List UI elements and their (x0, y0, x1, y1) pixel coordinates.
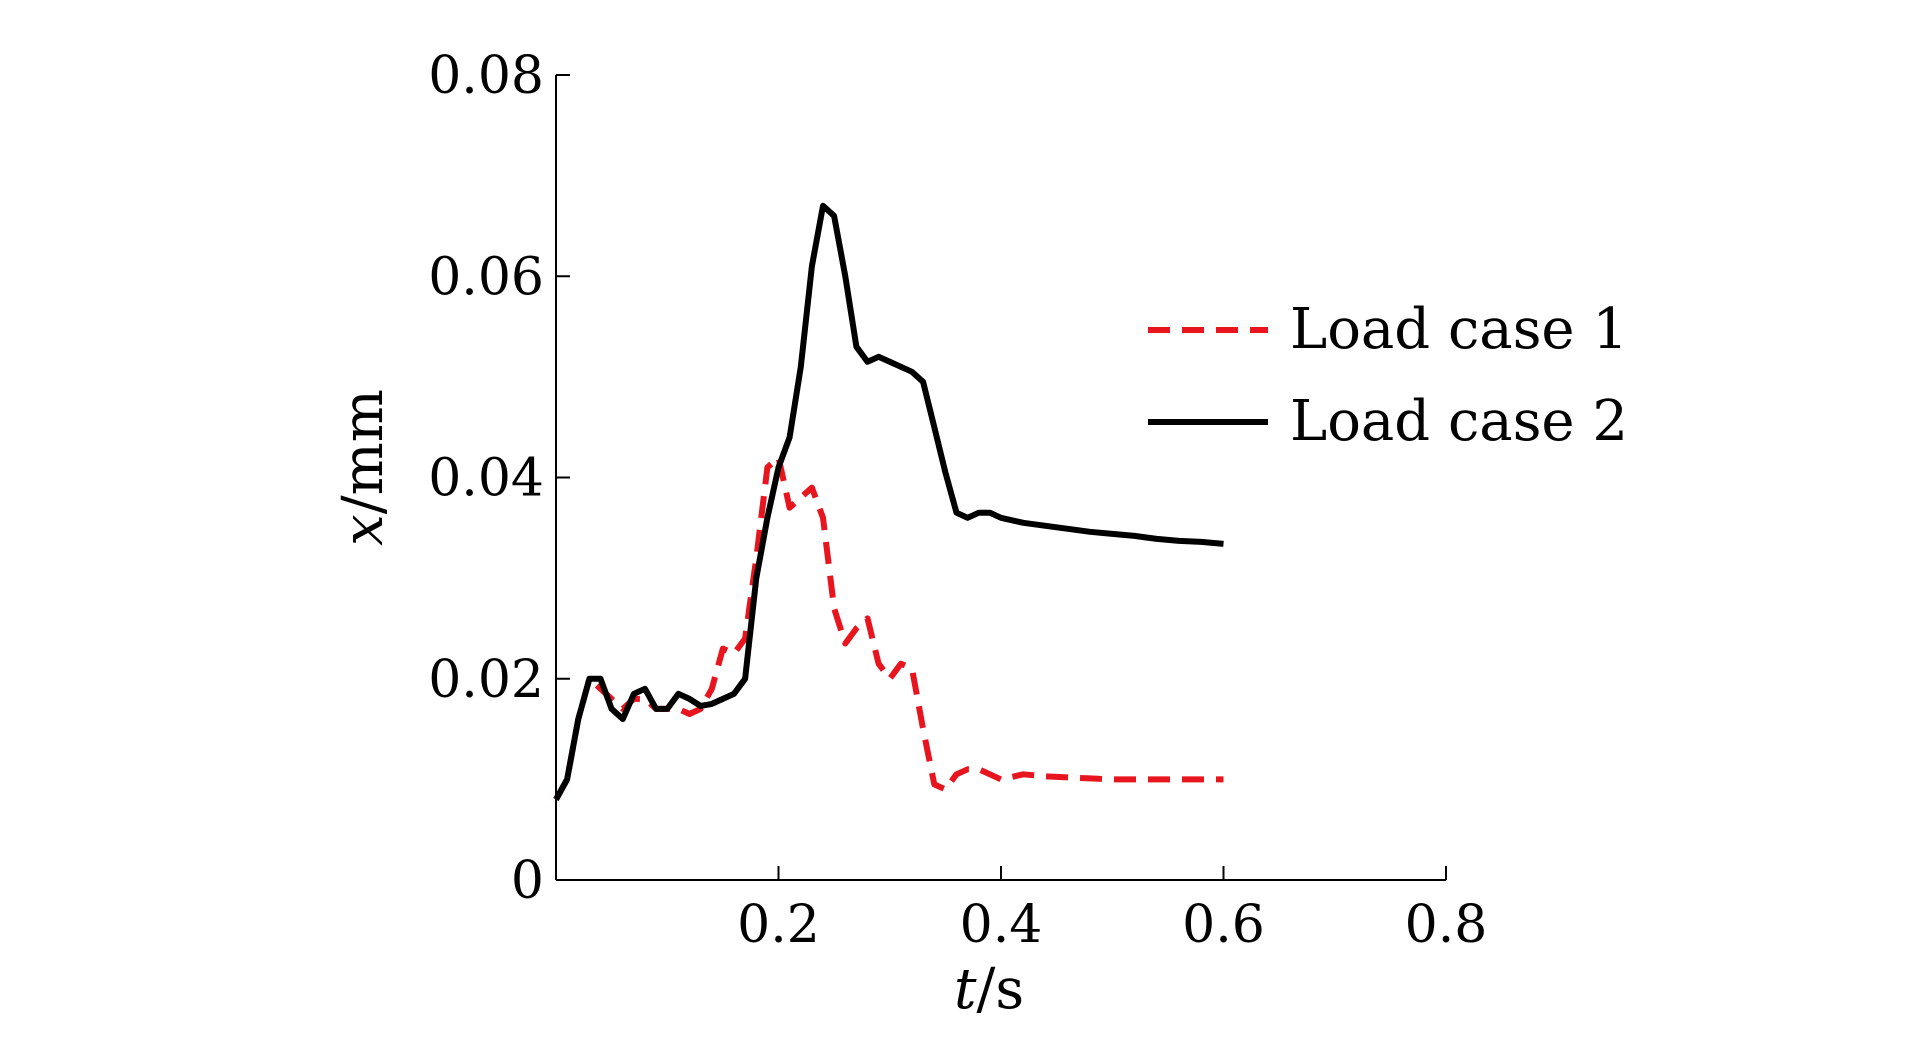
x-tick-label: 0.8 (1405, 895, 1488, 955)
y-tick-label: 0.08 (428, 46, 544, 106)
x-axis-label: t/s (954, 957, 1024, 1022)
legend: Load case 1 Load case 2 (1148, 297, 1628, 454)
axes: 0 0.02 0.04 0.06 0.08 0.2 0.4 0.6 0.8 (428, 46, 1487, 955)
x-axis-label-var: t (954, 957, 977, 1022)
x-tick-label: 0.4 (960, 895, 1043, 955)
series-line-2 (553, 202, 1224, 801)
y-tick-label: 0.06 (428, 247, 544, 307)
x-axis-label-unit: /s (976, 957, 1024, 1022)
plot-series (553, 202, 1224, 801)
y-tick-label: 0 (511, 851, 544, 911)
x-tick-label: 0.6 (1182, 895, 1265, 955)
y-axis-label-var: x (331, 514, 396, 546)
y-tick-label: 0.04 (428, 449, 544, 509)
y-tick-label: 0.02 (428, 650, 544, 710)
legend-label-2: Load case 2 (1290, 389, 1628, 454)
axis-labels: t/s x/mm (331, 389, 1024, 1022)
y-axis-label-unit: /mm (331, 389, 396, 514)
y-axis-label: x/mm (331, 389, 396, 546)
legend-label-1: Load case 1 (1290, 297, 1628, 362)
series-line-1 (553, 454, 1224, 801)
x-tick-label: 0.2 (737, 895, 820, 955)
